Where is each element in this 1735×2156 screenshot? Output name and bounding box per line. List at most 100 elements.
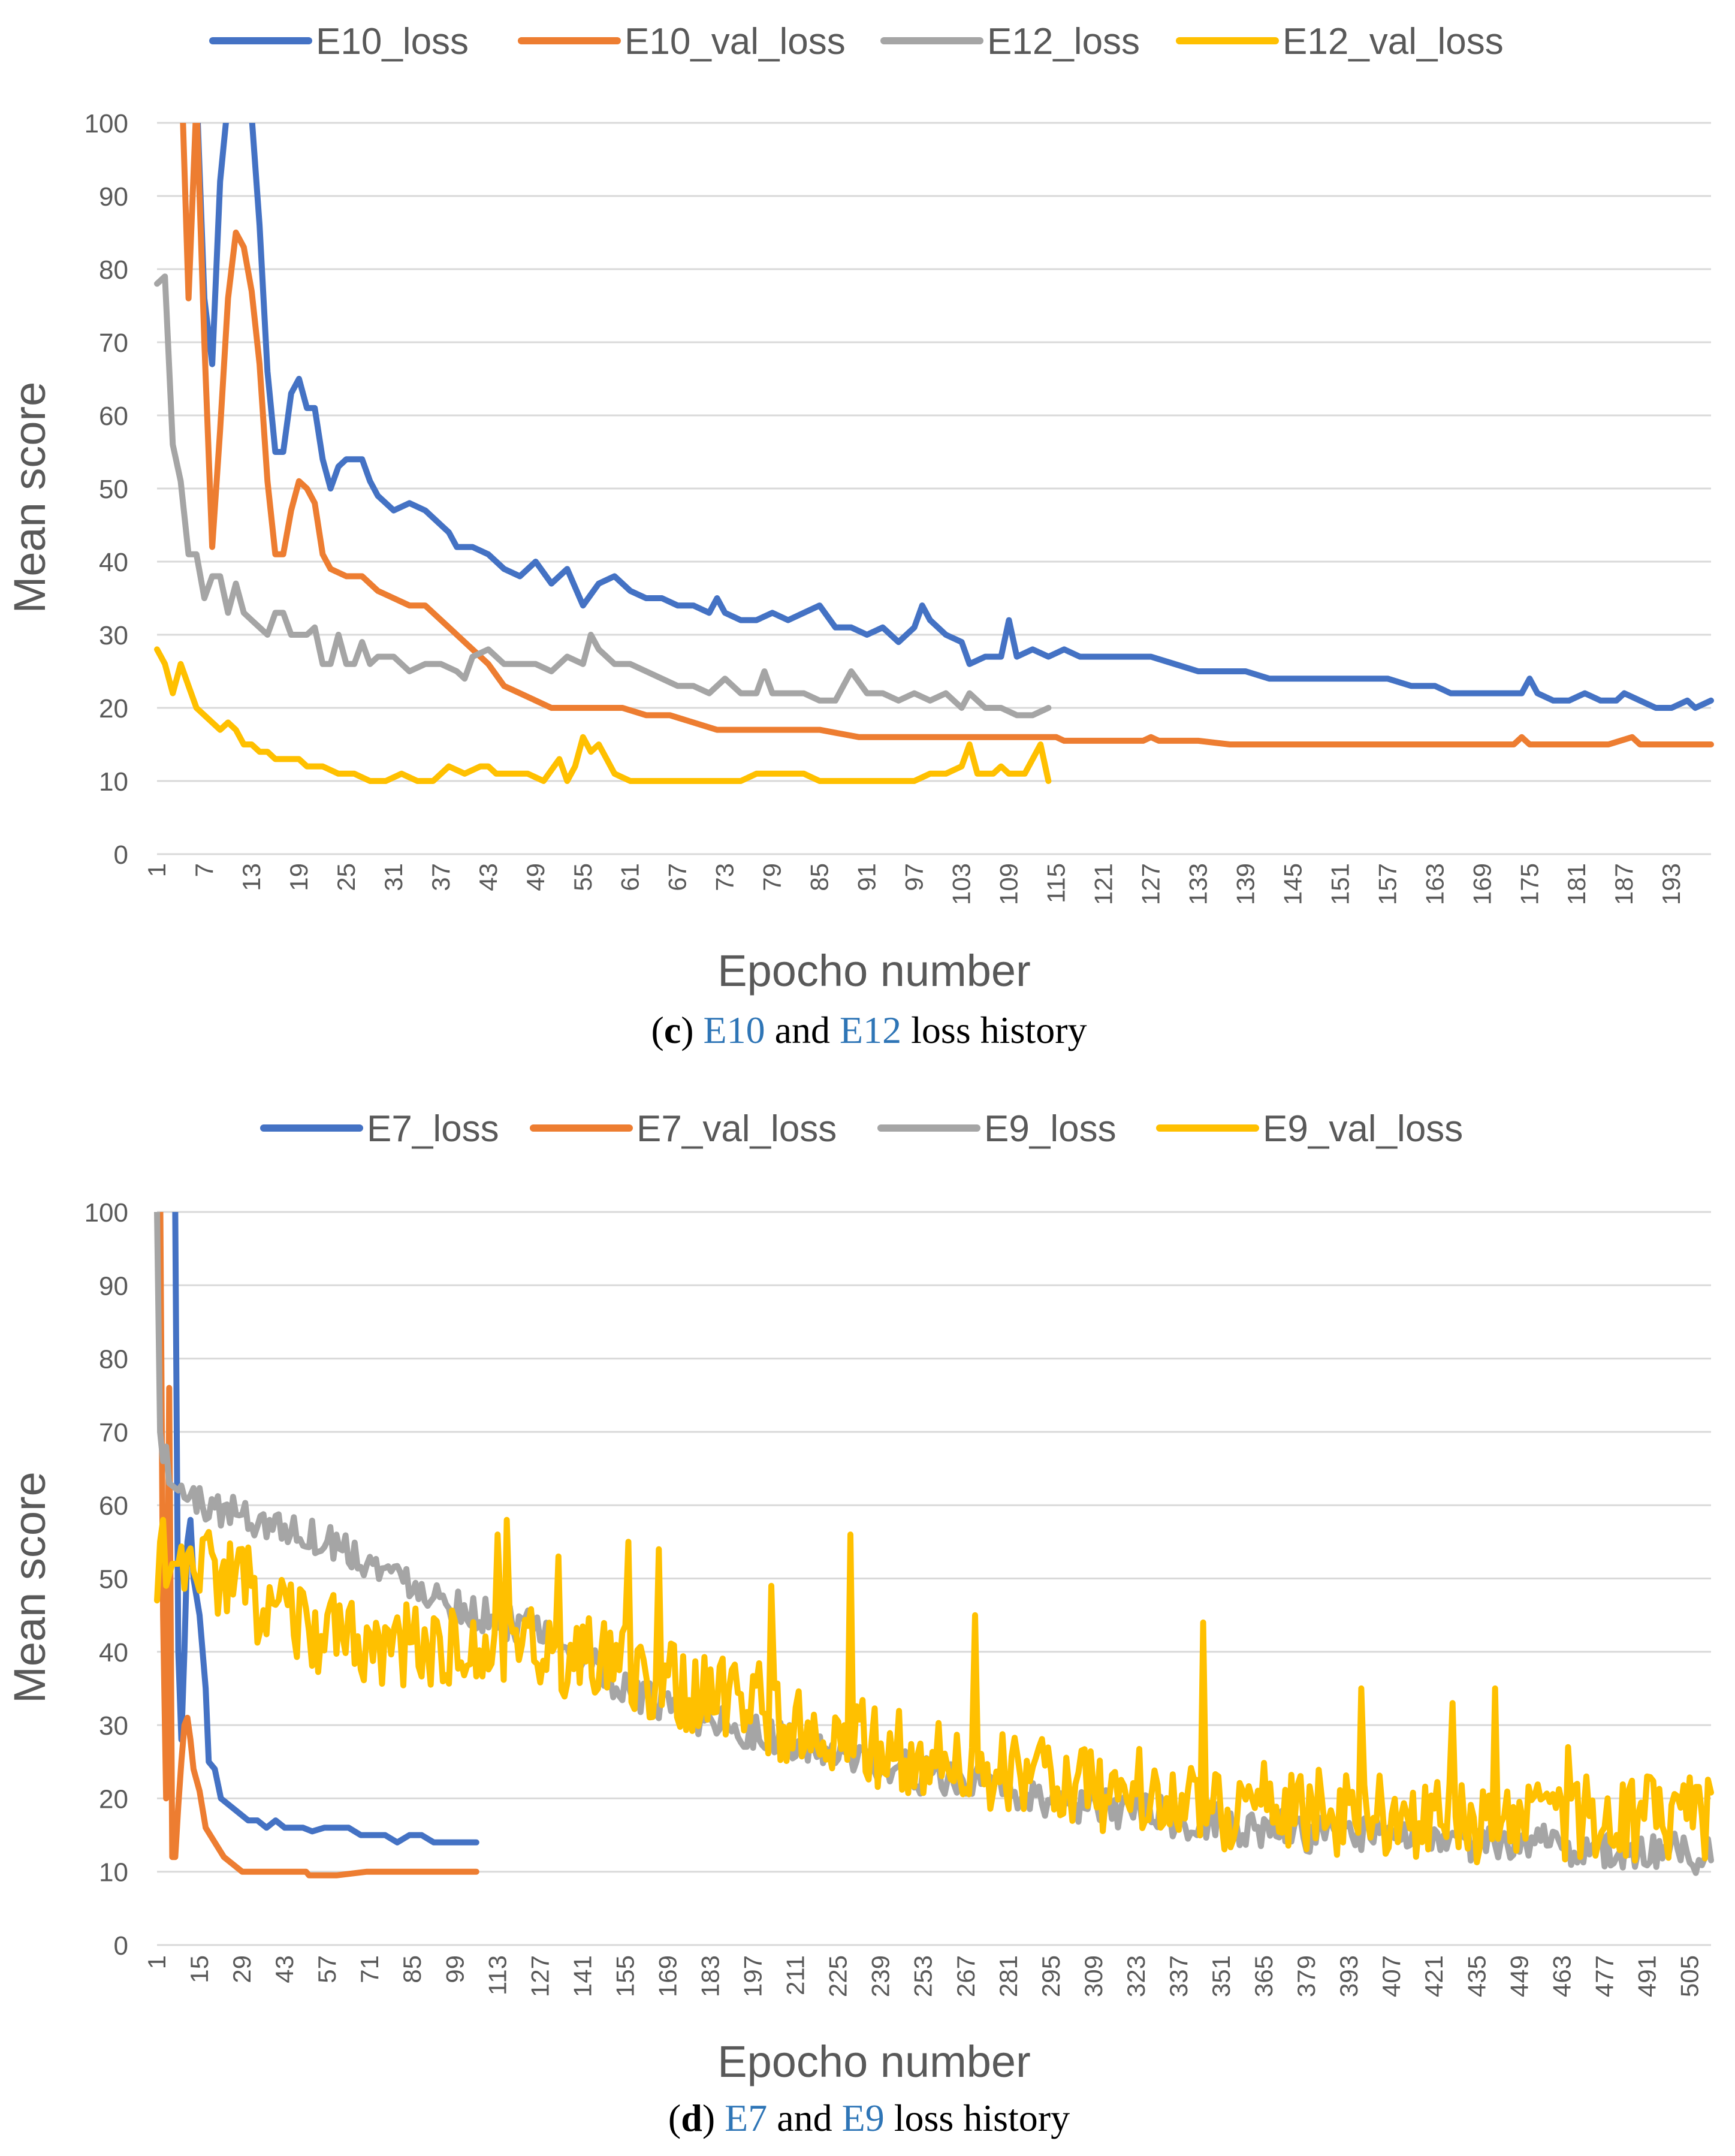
y-tick-30: 30 [99, 621, 128, 650]
x-tick-43: 43 [270, 1955, 298, 1983]
x-tick-49: 49 [521, 863, 550, 891]
y-tick-60: 60 [99, 1491, 128, 1521]
caption-tail: loss history [911, 1009, 1087, 1051]
panel-caption: (c) E10 and E12 loss history [651, 1009, 1087, 1051]
legend: E10_loss E10_val_loss E12_loss E12_val_loss [209, 21, 1504, 62]
y-tick-labels: 0 10 20 30 40 50 60 70 80 90 100 [85, 1198, 128, 1961]
y-tick-90: 90 [99, 182, 128, 212]
y-tick-40: 40 [99, 548, 128, 577]
y-axis-label: Mean score [5, 382, 55, 614]
chart-panel-d: 0 10 20 30 40 50 60 70 80 90 100 1 15 29 43 57 71 85 99 11… [5, 1108, 1714, 2139]
y-tick-0: 0 [114, 1931, 128, 1961]
x-tick-449: 449 [1505, 1955, 1533, 1997]
x-tick-67: 67 [663, 863, 692, 891]
x-tick-421: 421 [1420, 1955, 1448, 1997]
series-e9-val-loss [154, 1516, 1714, 1865]
caption-join: and [775, 1009, 830, 1051]
x-tick-267: 267 [952, 1955, 980, 1997]
legend-label-e9-loss: E9_loss [984, 1108, 1117, 1150]
x-tick-127: 127 [526, 1955, 554, 1997]
x-tick-435: 435 [1462, 1955, 1490, 1997]
caption-name-a: E7 [725, 2097, 767, 2139]
chart-panel-c: 0 10 20 30 40 50 60 70 80 90 100 1 7 13 19 25 31 37 43 49 5… [5, 21, 1714, 1051]
x-tick-477: 477 [1590, 1955, 1618, 1997]
x-tick-183: 183 [696, 1955, 725, 1997]
x-tick-1: 1 [143, 1955, 171, 1969]
x-tick-109: 109 [995, 863, 1023, 905]
legend-label-e10-loss: E10_loss [316, 21, 469, 62]
x-tick-15: 15 [185, 1955, 213, 1983]
x-tick-43: 43 [474, 863, 502, 891]
panel-caption: (d) E7 and E9 loss history [668, 2097, 1070, 2139]
x-tick-139: 139 [1231, 863, 1259, 905]
series-e10-val-loss [180, 123, 1714, 747]
legend-label-e7-val-loss: E7_val_loss [636, 1108, 837, 1150]
x-tick-13: 13 [237, 863, 265, 891]
y-tick-20: 20 [99, 694, 128, 723]
x-tick-407: 407 [1377, 1955, 1405, 1997]
legend-item-e10-loss: E10_loss [209, 21, 469, 62]
legend: E7_loss E7_val_loss E9_loss E9_val_loss [260, 1108, 1463, 1150]
x-tick-491: 491 [1633, 1955, 1661, 1997]
x-tick-37: 37 [427, 863, 455, 891]
x-tick-55: 55 [569, 863, 597, 891]
x-axis-label: Epocho number [717, 2037, 1030, 2086]
x-tick-91: 91 [853, 863, 881, 891]
x-tick-115: 115 [1042, 863, 1070, 903]
x-tick-211: 211 [781, 1955, 810, 1995]
series-e7-loss [172, 1212, 479, 1846]
x-axis-label: Epocho number [717, 946, 1030, 996]
caption-name-b: E12 [840, 1009, 901, 1051]
x-tick-103: 103 [948, 863, 976, 905]
x-tick-379: 379 [1292, 1955, 1320, 1997]
legend-item-e12-val-loss: E12_val_loss [1176, 21, 1504, 62]
y-tick-100: 100 [85, 109, 128, 138]
legend-item-e12-loss: E12_loss [880, 21, 1140, 62]
x-tick-187: 187 [1610, 863, 1638, 905]
caption-tail: loss history [894, 2097, 1070, 2139]
legend-item-e10-val-loss: E10_val_loss [518, 21, 846, 62]
x-tick-19: 19 [285, 863, 313, 891]
x-tick-127: 127 [1136, 863, 1164, 905]
series-lines [154, 1212, 1714, 1878]
legend-item-e7-loss: E7_loss [260, 1108, 499, 1150]
x-tick-85: 85 [398, 1955, 426, 1983]
x-tick-133: 133 [1184, 863, 1212, 905]
y-tick-80: 80 [99, 1345, 128, 1374]
x-tick-197: 197 [739, 1955, 767, 1997]
x-tick-79: 79 [758, 863, 786, 891]
legend-label-e10-val-loss: E10_val_loss [624, 21, 846, 62]
x-tick-155: 155 [611, 1955, 639, 1997]
x-tick-175: 175 [1515, 863, 1543, 905]
x-tick-73: 73 [711, 863, 739, 891]
x-tick-97: 97 [900, 863, 928, 891]
x-tick-141: 141 [568, 1955, 596, 1997]
x-tick-61: 61 [616, 863, 644, 891]
x-tick-253: 253 [909, 1955, 937, 1997]
x-tick-151: 151 [1326, 863, 1354, 905]
x-tick-351: 351 [1207, 1955, 1235, 1997]
x-tick-169: 169 [653, 1955, 681, 1997]
legend-item-e9-val-loss: E9_val_loss [1156, 1108, 1463, 1150]
legend-label-e12-val-loss: E12_val_loss [1283, 21, 1504, 62]
x-tick-25: 25 [332, 863, 360, 891]
caption-name-a: E10 [704, 1009, 765, 1051]
x-tick-337: 337 [1164, 1955, 1193, 1997]
y-tick-90: 90 [99, 1271, 128, 1301]
series-e10-loss [195, 123, 1714, 711]
y-tick-80: 80 [99, 255, 128, 285]
x-tick-225: 225 [824, 1955, 852, 1997]
y-tick-10: 10 [99, 1858, 128, 1887]
series-e7-val-loss [157, 1212, 479, 1878]
y-tick-50: 50 [99, 475, 128, 504]
y-tick-labels: 0 10 20 30 40 50 60 70 80 90 100 [85, 109, 128, 870]
y-tick-70: 70 [99, 1418, 128, 1448]
x-tick-1: 1 [143, 863, 171, 877]
x-tick-113: 113 [483, 1955, 511, 1995]
series-lines [154, 123, 1714, 784]
gridlines [157, 122, 1711, 855]
series-e9-loss [154, 1212, 1714, 1876]
x-tick-463: 463 [1547, 1955, 1576, 1997]
x-tick-239: 239 [867, 1955, 895, 1997]
